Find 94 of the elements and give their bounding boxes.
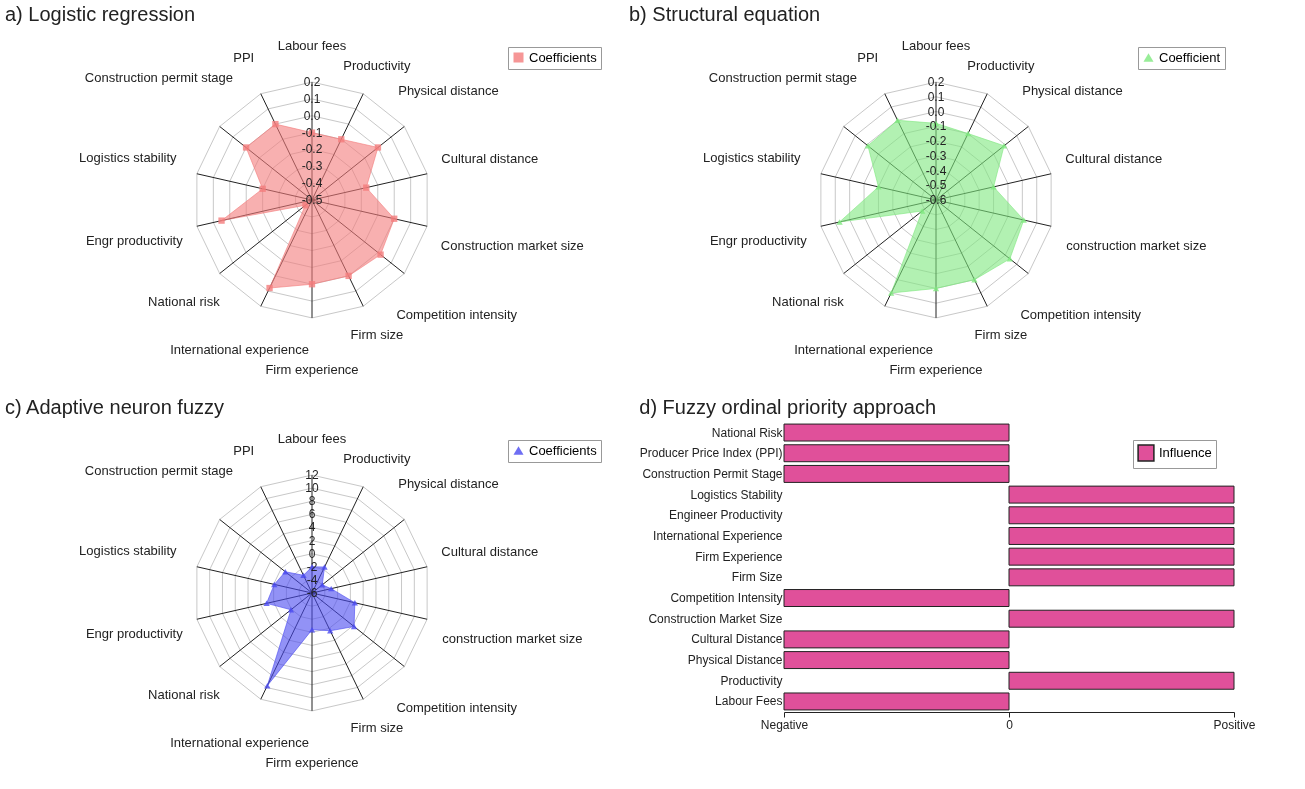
y-tick-label: -0.3 bbox=[301, 159, 323, 174]
spoke-label: International experience bbox=[794, 342, 933, 358]
spoke-label: Firm experience bbox=[889, 362, 983, 378]
y-tick-label: -0.1 bbox=[925, 119, 947, 134]
y-tick-label: 6 bbox=[308, 507, 316, 522]
y-tick-label: 0.1 bbox=[927, 89, 945, 104]
y-tick-label: -0.5 bbox=[301, 193, 323, 207]
spoke-label: National risk bbox=[772, 294, 845, 310]
y-tick-label: 12 bbox=[305, 468, 319, 483]
spoke-label: Productivity bbox=[343, 450, 411, 466]
spoke-label: Physical distance bbox=[398, 476, 499, 492]
spoke-label: Labour fees bbox=[277, 431, 347, 447]
spoke-label: Labour fees bbox=[901, 38, 971, 54]
spoke-label: Firm experience bbox=[265, 362, 359, 378]
y-tick-label: 4 bbox=[308, 520, 316, 535]
y-tick-label: -2 bbox=[306, 559, 318, 574]
legend-label: Influence bbox=[1159, 445, 1212, 460]
spoke-label: Logistics stability bbox=[79, 150, 178, 166]
y-tick-label: Producer Price Index (PPI) bbox=[639, 446, 783, 461]
y-tick-label: 0.0 bbox=[303, 108, 321, 123]
spoke-label: Physical distance bbox=[1022, 83, 1123, 99]
spoke-label: construction market size bbox=[442, 630, 583, 646]
chart-title: b) Structural equation bbox=[629, 3, 821, 25]
spoke-label: Cultural distance bbox=[441, 544, 539, 560]
spoke-label: Firm size bbox=[350, 326, 404, 342]
y-tick-label: 0 bbox=[308, 546, 316, 561]
y-tick-label: International Experience bbox=[653, 528, 783, 543]
spoke-label: construction market size bbox=[1066, 237, 1207, 253]
spoke-label: Physical distance bbox=[398, 83, 499, 99]
y-tick-label: -0.6 bbox=[925, 193, 947, 207]
spoke-label: Construction permit stage bbox=[84, 463, 233, 479]
chart-title: a) Logistic regression bbox=[5, 3, 196, 25]
y-tick-label: -0.1 bbox=[301, 125, 323, 140]
y-tick-label: Cultural Distance bbox=[691, 632, 783, 647]
text: Negative bbox=[760, 717, 809, 732]
spoke-label: Engr productivity bbox=[85, 232, 184, 248]
y-tick-label: -4 bbox=[306, 572, 318, 587]
spoke-label: PPI bbox=[857, 50, 879, 66]
y-tick-label: -6 bbox=[306, 586, 318, 600]
y-tick-label: -0.4 bbox=[925, 163, 947, 178]
y-tick-label: -0.4 bbox=[301, 176, 323, 191]
spoke-label: Cultural distance bbox=[441, 151, 539, 167]
spoke-label: Firm size bbox=[974, 326, 1028, 342]
spoke-label: PPI bbox=[233, 443, 255, 459]
spoke-label: International experience bbox=[170, 735, 309, 751]
y-tick-label: 2 bbox=[308, 533, 316, 548]
spoke-label: Engr productivity bbox=[709, 232, 808, 248]
spoke-label: Firm experience bbox=[265, 755, 359, 771]
y-tick-label: Productivity bbox=[720, 673, 783, 688]
spoke-label: Competition intensity bbox=[396, 700, 518, 716]
y-tick-label: -0.5 bbox=[925, 178, 947, 193]
y-tick-label: 0.2 bbox=[927, 75, 945, 90]
chart-title: d) Fuzzy ordinal priority approach bbox=[639, 396, 937, 418]
spoke-label: Construction permit stage bbox=[708, 70, 857, 86]
y-tick-label: Engineer Productivity bbox=[669, 508, 783, 523]
spoke-label: Logistics stability bbox=[79, 543, 178, 559]
spoke-label: International experience bbox=[170, 342, 309, 358]
spoke-label: Productivity bbox=[343, 57, 411, 73]
text: Positive bbox=[1213, 717, 1256, 732]
text: 0 bbox=[1006, 717, 1014, 732]
y-tick-label: Firm Size bbox=[731, 570, 783, 585]
spoke-label: National risk bbox=[148, 294, 221, 310]
y-tick-label: Competition Intensity bbox=[670, 591, 783, 606]
y-tick-label: 0.0 bbox=[927, 104, 945, 119]
y-tick-label: Construction Permit Stage bbox=[642, 466, 783, 481]
y-tick-label: Firm Experience bbox=[695, 549, 783, 564]
spoke-label: Productivity bbox=[967, 57, 1035, 73]
y-tick-label: National Risk bbox=[711, 425, 784, 440]
spoke-label: Construction market size bbox=[440, 237, 584, 253]
y-tick-label: Construction Market Size bbox=[648, 611, 783, 626]
spoke-label: PPI bbox=[233, 50, 255, 66]
y-tick-label: -0.3 bbox=[925, 148, 947, 163]
spoke-label: Competition intensity bbox=[396, 307, 518, 323]
spoke-label: National risk bbox=[148, 687, 221, 703]
y-tick-label: 10 bbox=[305, 481, 319, 496]
spoke-label: Engr productivity bbox=[85, 625, 184, 641]
y-tick-label: Labour Fees bbox=[715, 694, 783, 709]
legend-label: Coefficients bbox=[529, 442, 598, 458]
y-tick-label: 0.2 bbox=[303, 75, 321, 90]
y-tick-label: 0.1 bbox=[303, 91, 321, 106]
legend-label: Coefficients bbox=[529, 49, 598, 65]
spoke-label: Construction permit stage bbox=[84, 70, 233, 86]
y-tick-label: -0.2 bbox=[301, 142, 323, 157]
y-tick-label: Logistics Stability bbox=[690, 487, 783, 502]
legend-label: Coefficient bbox=[1159, 49, 1221, 65]
spoke-label: Competition intensity bbox=[1020, 307, 1142, 323]
chart-title: c) Adaptive neuron fuzzy bbox=[5, 396, 225, 418]
spoke-label: Cultural distance bbox=[1065, 151, 1163, 167]
y-tick-label: Physical Distance bbox=[687, 653, 783, 668]
spoke-label: Firm size bbox=[350, 719, 404, 735]
spoke-label: Logistics stability bbox=[703, 150, 802, 166]
spoke-label: Labour fees bbox=[277, 38, 347, 54]
y-tick-label: -0.2 bbox=[925, 134, 947, 149]
y-tick-label: 8 bbox=[308, 494, 316, 509]
